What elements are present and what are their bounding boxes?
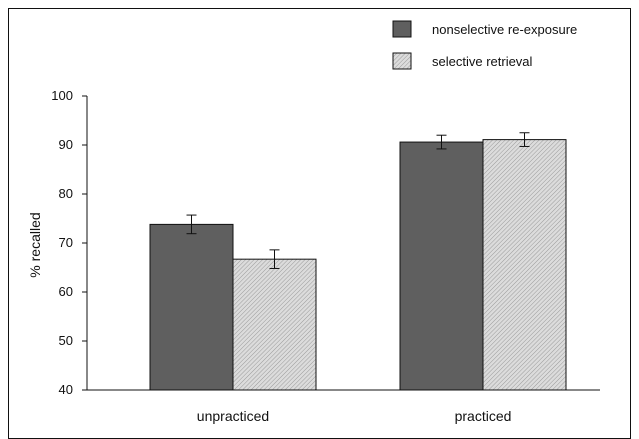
bar-nonselective-practiced — [399, 141, 484, 391]
y-axis-title: % recalled — [27, 212, 43, 277]
legend-swatch-nonselective — [392, 20, 412, 38]
x-category-label-practiced: practiced — [455, 408, 512, 424]
bar-nonselective-unpracticed — [149, 223, 234, 391]
y-tick-label: 80 — [59, 186, 73, 201]
legend-label-nonselective: nonselective re-exposure — [432, 22, 577, 37]
legend-label-selective: selective retrieval — [432, 54, 533, 69]
y-tick-label: 50 — [59, 333, 73, 348]
y-tick-label: 70 — [59, 235, 73, 250]
y-tick-label: 90 — [59, 137, 73, 152]
bar-selective-unpracticed — [232, 258, 317, 391]
legend-swatch-selective — [392, 52, 412, 70]
bar-selective-practiced — [482, 139, 567, 391]
y-tick-label: 60 — [59, 284, 73, 299]
legend: nonselective re-exposure selective retri… — [392, 20, 577, 70]
y-tick-label: 40 — [59, 382, 73, 397]
plot-area: 40 50 60 70 80 90 100 unpracticed practiced — [51, 88, 600, 424]
y-tick-label: 100 — [51, 88, 73, 103]
x-category-label-unpracticed: unpracticed — [197, 408, 269, 424]
